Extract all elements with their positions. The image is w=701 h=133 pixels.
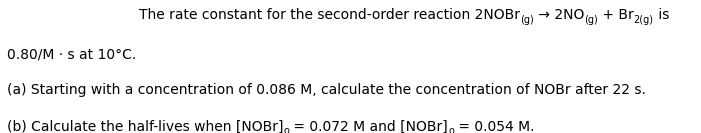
Text: = 0.054 M.: = 0.054 M.: [454, 120, 534, 133]
Text: The rate constant for the second-order reaction 2NOBr: The rate constant for the second-order r…: [139, 8, 520, 22]
Text: + Br: + Br: [598, 8, 634, 22]
Text: o: o: [448, 126, 454, 133]
Text: = 0.072 M and [NOBr]: = 0.072 M and [NOBr]: [290, 120, 448, 133]
Text: (b) Calculate the half-lives when [NOBr]: (b) Calculate the half-lives when [NOBr]: [7, 120, 283, 133]
Text: (a) Starting with a concentration of 0.086 M, calculate the concentration of NOB: (a) Starting with a concentration of 0.0…: [7, 83, 646, 97]
Text: (g): (g): [520, 15, 533, 25]
Text: (g): (g): [584, 15, 598, 25]
Text: → 2NO: → 2NO: [533, 8, 584, 22]
Text: 2(g): 2(g): [634, 15, 653, 25]
Text: 0.80/M · s at 10°C.: 0.80/M · s at 10°C.: [7, 47, 136, 61]
Text: o: o: [283, 126, 290, 133]
Text: is: is: [653, 8, 669, 22]
